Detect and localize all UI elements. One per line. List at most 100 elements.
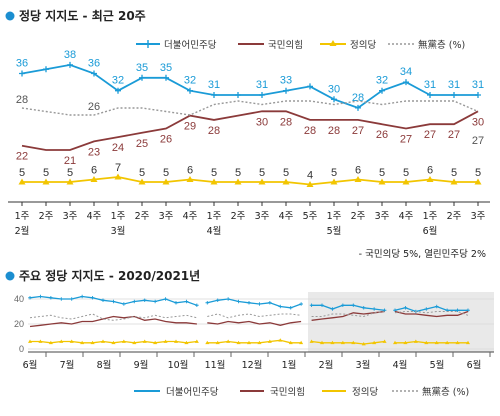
point-justice: [424, 340, 429, 345]
top-legend: 더불어민주당 국민의힘 정의당 無黨층 (%): [136, 39, 465, 51]
series-line-indep: [311, 311, 385, 318]
x-tick-label: 2주: [231, 211, 246, 222]
x-tick-label: 1주: [423, 211, 438, 222]
legend-item-dem: 더불어민주당: [134, 387, 219, 398]
x-tick-label: 2주: [447, 211, 462, 222]
point-justice: [372, 340, 377, 345]
point-justice: [80, 340, 85, 345]
x-tick-label: 4주: [399, 211, 414, 222]
point-dem: [153, 299, 157, 304]
point-dem: [427, 92, 433, 98]
point-justice: [42, 178, 50, 185]
point-justice: [330, 340, 335, 345]
legend-item-indep: 無黨층 (%): [388, 39, 465, 51]
x-tick-label: 3주: [471, 211, 486, 222]
point-dem: [434, 304, 439, 309]
x-tick-label: 7월: [60, 359, 75, 371]
point-justice: [18, 178, 26, 185]
x-tick-label: 9월: [134, 359, 149, 371]
series-line-justice: [207, 339, 302, 344]
point-dem: [351, 303, 356, 308]
x-tick-label: 6월: [467, 359, 482, 371]
data-label-dem: 32: [376, 75, 388, 87]
point-dem: [236, 299, 241, 304]
legend-item-dem: 더불어민주당: [136, 40, 217, 51]
x-tick-label: 4주: [87, 211, 102, 222]
plus-marker-icon: [144, 40, 152, 48]
data-label-ppp: 22: [16, 151, 28, 163]
point-dem: [163, 74, 169, 81]
point-dem: [122, 302, 126, 306]
data-label-justice: 5: [283, 167, 289, 179]
point-dem: [49, 295, 53, 300]
data-label-ppp: 28: [208, 125, 220, 137]
data-label-dem: 31: [256, 79, 268, 91]
point-dem: [226, 297, 230, 301]
point-dem: [211, 92, 217, 98]
point-dem: [372, 307, 376, 311]
point-justice: [320, 340, 324, 345]
point-justice: [215, 340, 220, 345]
data-label-justice: 5: [259, 167, 265, 179]
point-dem: [288, 305, 293, 310]
point-justice: [111, 340, 116, 345]
legend-item-justice: 정의당: [320, 40, 376, 51]
top-month-labels: 2월 3월 4월 5월 6월: [15, 225, 438, 237]
point-justice: [382, 339, 387, 343]
point-justice: [402, 178, 410, 185]
data-label-dem: 36: [88, 58, 100, 70]
data-label-ppp: 28: [280, 116, 292, 128]
point-dem: [424, 307, 429, 311]
data-label-ppp: 28: [304, 125, 316, 137]
point-dem: [91, 70, 97, 77]
point-dem: [455, 308, 460, 313]
point-dem: [90, 295, 95, 300]
x-tick-label: 1주: [327, 211, 342, 222]
point-dem: [379, 87, 385, 94]
legend-label: 無黨층 (%): [422, 386, 469, 398]
point-justice: [361, 342, 366, 346]
legend-item-ppp: 국민의힘: [238, 40, 303, 51]
x-tick-label: 3월: [356, 359, 371, 371]
data-label-dem: 33: [280, 75, 292, 87]
point-dem: [299, 302, 303, 306]
data-label-justice: 7: [115, 162, 121, 174]
point-justice: [28, 339, 32, 343]
series-line-indep: [207, 313, 302, 319]
series-line-ppp: [394, 310, 469, 318]
series-line-indep: [394, 311, 469, 316]
data-label-dem: 31: [448, 79, 460, 91]
month-label: 4월: [207, 225, 222, 237]
point-justice: [257, 340, 262, 345]
data-label-justice: 5: [331, 167, 337, 179]
point-justice: [403, 340, 408, 345]
data-label-dem: 38: [64, 49, 76, 61]
legend-item-ppp: 국민의힘: [240, 387, 305, 398]
point-dem: [475, 92, 481, 98]
x-tick-label: 2주: [135, 211, 150, 222]
point-dem: [101, 298, 105, 303]
data-label-dem: 34: [400, 66, 412, 78]
point-dem: [278, 304, 283, 309]
data-label-ppp: 28: [328, 125, 340, 137]
point-justice: [247, 340, 251, 345]
legend-item-justice: 정의당: [322, 387, 378, 398]
x-tick-label: 4주: [279, 211, 294, 222]
point-justice: [210, 178, 218, 185]
top-chart-title: 정당 지지도 - 최근 20주: [19, 8, 146, 23]
x-tick-label: 11월: [205, 359, 226, 371]
point-dem: [139, 74, 145, 81]
series-line-ppp: [207, 320, 302, 326]
x-tick-label: 3주: [63, 211, 78, 222]
data-label-justice: 6: [355, 165, 361, 177]
bottom-x-ticks: 6월 7월 8월 9월 10월 11월 12월 1월 2월 3월 4월 5월 6월: [23, 352, 491, 371]
point-dem: [355, 104, 361, 111]
point-justice: [69, 339, 74, 343]
data-label-dem: 31: [208, 79, 220, 91]
data-label-justice: 5: [451, 167, 457, 179]
legend-label: 無黨층 (%): [418, 39, 465, 51]
point-dem: [341, 303, 345, 308]
point-dem: [38, 294, 43, 299]
point-dem: [19, 70, 25, 77]
data-label-dem: 36: [16, 58, 28, 70]
